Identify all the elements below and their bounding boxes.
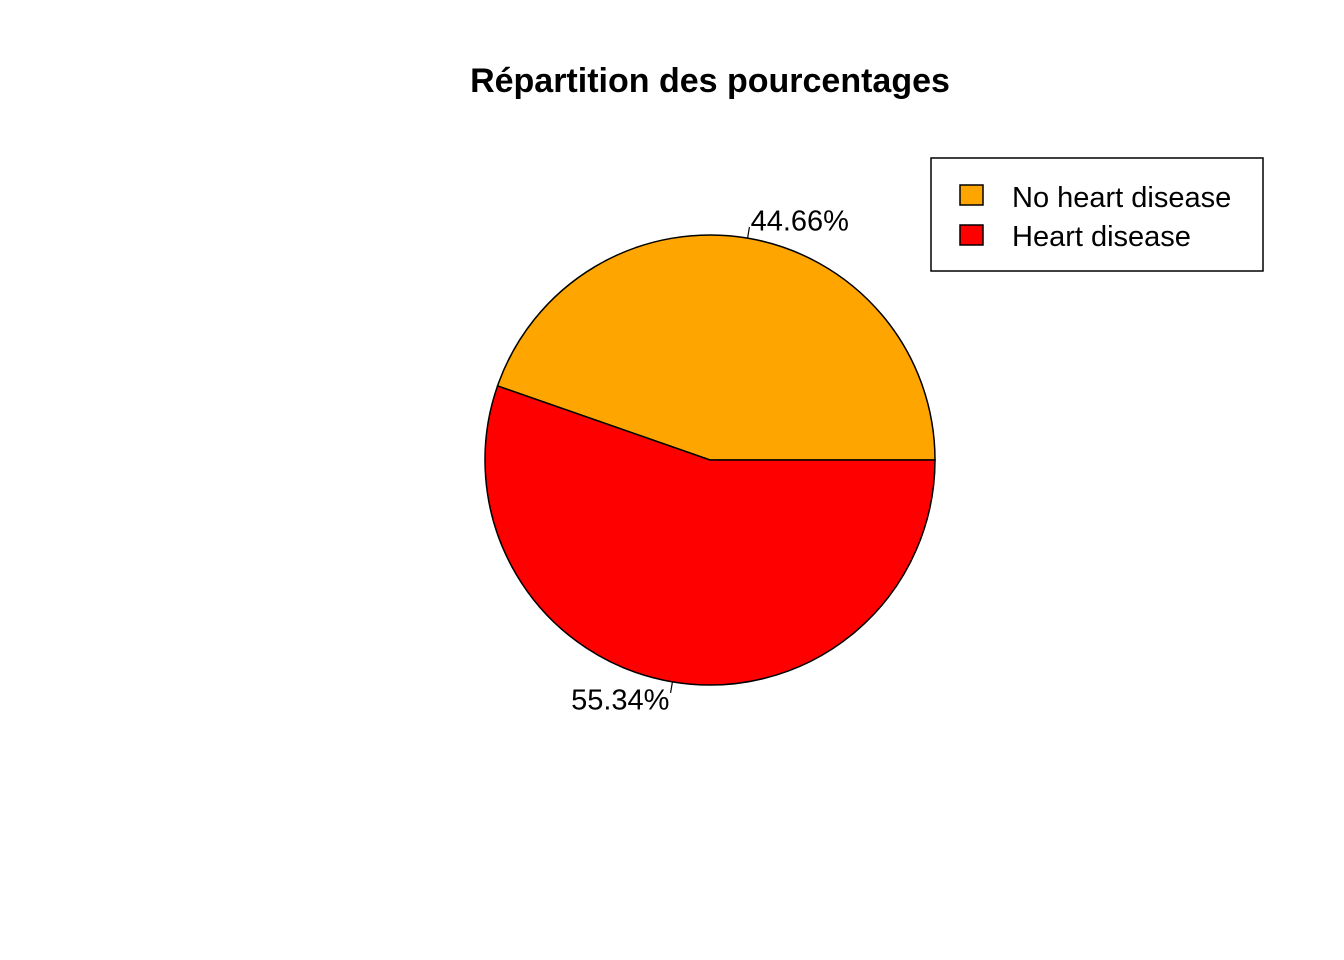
legend: No heart disease Heart disease (930, 157, 1264, 272)
legend-entry-heart-disease: Heart disease (1012, 221, 1191, 253)
slice-label: 55.34% (571, 685, 669, 717)
pie-slice-heart-disease (484, 384, 936, 686)
chart-title: Répartition des pourcentages (470, 62, 950, 100)
slice-labels: 44.66% 55.34% (571, 205, 849, 716)
pie-slice-no-heart-disease (496, 234, 936, 461)
legend-swatch-heart-disease (959, 224, 984, 246)
slice-label-tick (746, 226, 751, 239)
legend-entry-no-heart-disease: No heart disease (1012, 182, 1231, 214)
pie-slices (484, 234, 936, 686)
slice-label: 44.66% (751, 205, 849, 237)
slice-label-tick (669, 681, 674, 694)
legend-swatch-no-heart-disease (959, 184, 984, 206)
legend-box (930, 157, 1264, 272)
